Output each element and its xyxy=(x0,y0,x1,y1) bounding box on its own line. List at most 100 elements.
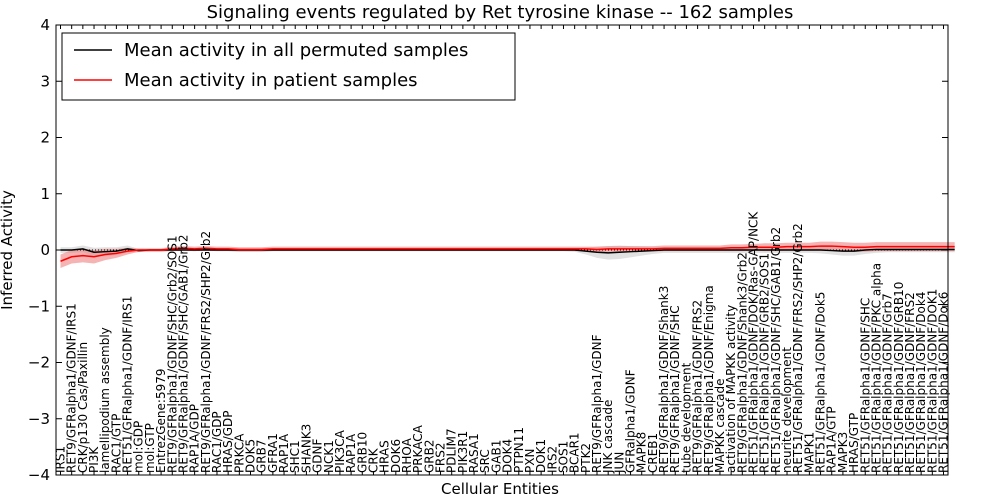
x-tick-label: PTK2 xyxy=(579,443,593,473)
x-tick-label: IRS2 xyxy=(545,446,559,473)
x-tick-label: RET51/GFRalpha1/GDNF/DOK1 xyxy=(925,289,939,473)
x-tick-label: SHANK3 xyxy=(299,424,313,473)
x-tick-label: PDLIM7 xyxy=(445,428,459,473)
x-tick-label: PIK3R1 xyxy=(456,431,470,473)
x-tick-label: IRS1 xyxy=(54,446,68,473)
x-tick-label: DOK1 xyxy=(534,439,548,473)
y-axis-label: Inferred Activity xyxy=(0,190,16,310)
y-axis-ticks: −4 −3 −2 −1 0 1 2 3 4 xyxy=(28,16,948,484)
x-axis-label: Cellular Entities xyxy=(441,480,559,498)
x-tick-label: HRAS xyxy=(378,440,392,473)
x-tick-label: RAC1/GDP xyxy=(210,411,224,473)
x-tick-label: CRK xyxy=(366,447,380,473)
x-tick-label: RET9/GFRalpha1/GDNF/Shank3 xyxy=(657,286,671,473)
y-tick-label: −4 xyxy=(28,466,50,484)
x-tick-label: RET51/GFRalpha1/GDNF/FRS2/SHP2/Grb2 xyxy=(791,223,805,473)
x-tick-label: neurite development xyxy=(780,347,794,473)
x-tick-label: PIK3CA xyxy=(333,429,347,473)
x-tick-label: GFRA1 xyxy=(266,433,280,473)
y-tick-label: 0 xyxy=(40,241,50,259)
x-tick-label: RAC1/GTP xyxy=(109,414,123,473)
x-axis-ticks xyxy=(60,25,944,475)
x-tick-label: DOK6 xyxy=(389,439,403,473)
x-tick-label: RET51/GFRalpha1/GDNF/SHC xyxy=(858,298,872,473)
series-line-0 xyxy=(60,248,955,254)
x-tick-label: mol:GDP xyxy=(132,421,146,473)
x-tick-label: PXN xyxy=(523,449,537,473)
series-line-1 xyxy=(60,245,955,262)
x-tick-label: RET51/GFRalpha1/GDNF/Dok6 xyxy=(937,292,951,473)
x-tick-label: tube development xyxy=(679,362,693,473)
x-tick-label: RET9/GFRalpha1/GDNF/IRS1 xyxy=(65,303,79,473)
x-tick-label: RET9/GFRalpha1/GDNF/Shank3/Grb2 xyxy=(735,252,749,473)
x-tick-label: HRAS/GDP xyxy=(221,410,235,473)
series-lines xyxy=(60,245,955,262)
x-tick-label: GDNF xyxy=(311,438,325,473)
x-tick-label: RET9/GFRalpha1/GDNF/SHC/Grb2/SOS1 xyxy=(165,235,179,473)
x-tick-label: RET51/GFRalpha1/GDNF/Dok5 xyxy=(814,292,828,473)
x-tick-label: CRK/p130 Cas/Paxillin xyxy=(76,342,90,473)
x-tick-label: activation of MAPKK activity xyxy=(724,305,738,473)
x-tick-label: RET51/GFRalpha1/GDNF/FRS2 xyxy=(903,292,917,473)
x-tick-label: RASA1 xyxy=(467,433,481,473)
x-tick-label: MAPK8 xyxy=(635,432,649,473)
y-tick-label: 1 xyxy=(40,185,50,203)
x-tick-label: MAPKK cascade xyxy=(713,378,727,473)
x-tick-label: DOK5 xyxy=(244,439,258,473)
chart-title: Signaling events regulated by Ret tyrosi… xyxy=(207,2,794,23)
x-tick-label: GAB1 xyxy=(489,440,503,473)
x-tick-label: DOK4 xyxy=(501,439,515,473)
x-tick-label: SRC xyxy=(478,449,492,473)
x-tick-label: CREB1 xyxy=(646,433,660,473)
x-tick-label: SOS1 xyxy=(556,441,570,473)
legend: Mean activity in all permuted samples Me… xyxy=(61,32,516,101)
x-tick-label: lamellipodium assembly xyxy=(98,327,112,473)
y-tick-label: −2 xyxy=(28,354,50,372)
x-tick-label: RET51/GFRalpha1/GDNF/DOK/Ras-GAP/NCK xyxy=(746,211,760,473)
x-tick-label: PTPN11 xyxy=(512,427,526,473)
x-tick-label: RET9/GFRalpha1/GDNF/SHC/GAB1/Grb2 xyxy=(176,234,190,473)
x-tick-label: RAP1A/GTP xyxy=(825,406,839,473)
y-tick-label: −1 xyxy=(28,297,50,315)
x-tick-label: MAPK3 xyxy=(836,432,850,473)
x-tick-label: RET51/GFRalpha1/GDNF/SHC/GAB1/Grb2 xyxy=(769,227,783,473)
x-tick-label: RET9/GFRalpha1/GDNF xyxy=(590,334,604,473)
x-tick-label: RET51/GFRalpha1/GDNF/Grb7 xyxy=(881,293,895,473)
x-tick-label: SHC1 xyxy=(288,440,302,473)
legend-label-patient: Mean activity in patient samples xyxy=(124,70,418,91)
x-tick-label: GFRalpha1/GDNF xyxy=(624,369,638,473)
x-tick-label: PI3K xyxy=(87,446,101,473)
x-tick-label: MAPK1 xyxy=(802,432,816,473)
x-tick-label: mol:GTP xyxy=(143,423,157,473)
y-tick-label: 3 xyxy=(40,72,50,90)
x-tick-label: RET51/GFRalpha1/GDNF/GRB10 xyxy=(892,282,906,473)
x-tick-label: RET51/GFRalpha1/GDNF/Dok4 xyxy=(914,292,928,473)
x-tick-label: HRAS/GTP xyxy=(847,413,861,473)
y-tick-label: −3 xyxy=(28,410,50,428)
x-tick-label: RET51/GFRalpha1/GDNF/PKC alpha xyxy=(869,263,883,473)
x-tick-label: GRB10 xyxy=(355,432,369,473)
x-tick-label: RET9/GFRalpha1/GDNF/FRS2 xyxy=(691,300,705,473)
x-tick-label: RAP1A/GDP xyxy=(188,404,202,473)
x-tick-label: PRKCA xyxy=(232,433,246,473)
x-tick-label: RET51/GFRalpha1/GDNF/GRB2/SOS1 xyxy=(758,253,772,473)
x-tick-label: RAP1A xyxy=(277,433,291,473)
x-tick-label: BCAR1 xyxy=(568,432,582,473)
x-tick-label: RET9/GFRalpha1/GDNF/Enigma xyxy=(702,285,716,473)
x-tick-label: RET9/GFRalpha1/GDNF/SHC xyxy=(668,305,682,473)
x-tick-label: JNK cascade xyxy=(601,400,615,474)
x-tick-label: NCK1 xyxy=(322,440,336,473)
x-tick-label: RET9/GFRalpha1/GDNF/FRS2/SHP2/Grb2 xyxy=(199,231,213,473)
y-tick-label: 4 xyxy=(40,16,50,34)
x-tick-label: GRB7 xyxy=(255,439,269,473)
x-tick-label: RHOA xyxy=(400,437,414,473)
plot-frame xyxy=(55,24,949,476)
legend-label-permuted: Mean activity in all permuted samples xyxy=(124,40,468,61)
x-tick-label: EntrezGene:5979 xyxy=(154,369,168,474)
x-tick-label: GRB2 xyxy=(422,439,436,473)
y-tick-label: 2 xyxy=(40,129,50,147)
x-tick-label: FRS2 xyxy=(434,443,448,474)
legend-box xyxy=(61,32,516,101)
x-tick-label: PRKACA xyxy=(411,424,425,473)
